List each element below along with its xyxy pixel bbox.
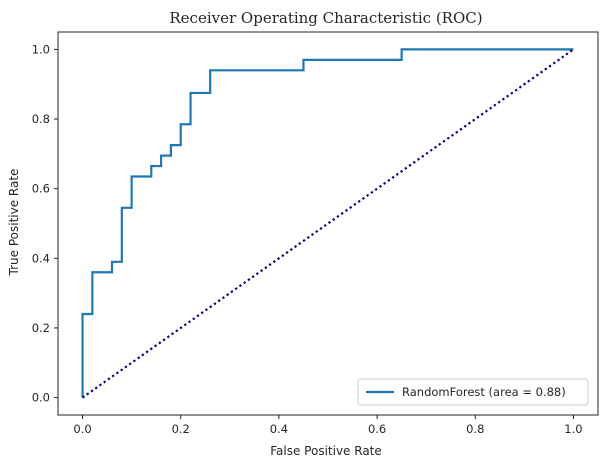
y-tick-label: 0.6 bbox=[32, 182, 50, 196]
y-tick-label: 0.8 bbox=[32, 112, 50, 126]
x-tick-label: 0.4 bbox=[270, 422, 288, 436]
y-tick-label: 1.0 bbox=[32, 42, 50, 56]
x-tick-label: 0.8 bbox=[466, 422, 484, 436]
plot-area: 0.0 0.2 0.4 0.6 0.8 1.0 0.0 0.2 0.4 0.6 0.8 1.0 Rand… bbox=[32, 31, 599, 436]
y-tick-label: 0.4 bbox=[32, 251, 50, 265]
y-tick-label: 0.0 bbox=[32, 391, 50, 405]
x-axis-label: False Positive Rate bbox=[270, 444, 382, 458]
chart-title: Receiver Operating Characteristic (ROC) bbox=[169, 9, 482, 27]
x-tick-label: 0.0 bbox=[73, 422, 91, 436]
x-tick-label: 0.6 bbox=[368, 422, 386, 436]
x-tick-label: 0.2 bbox=[172, 422, 190, 436]
roc-curve-line bbox=[81, 48, 574, 398]
legend-label: RandomForest (area = 0.88) bbox=[402, 385, 566, 399]
y-axis-label: True Positive Rate bbox=[7, 169, 21, 277]
plot-frame bbox=[57, 31, 599, 416]
x-tick-label: 1.0 bbox=[564, 422, 582, 436]
legend-box bbox=[357, 378, 589, 406]
y-tick-label: 0.2 bbox=[32, 321, 50, 335]
chance-diagonal-line bbox=[81, 48, 575, 399]
